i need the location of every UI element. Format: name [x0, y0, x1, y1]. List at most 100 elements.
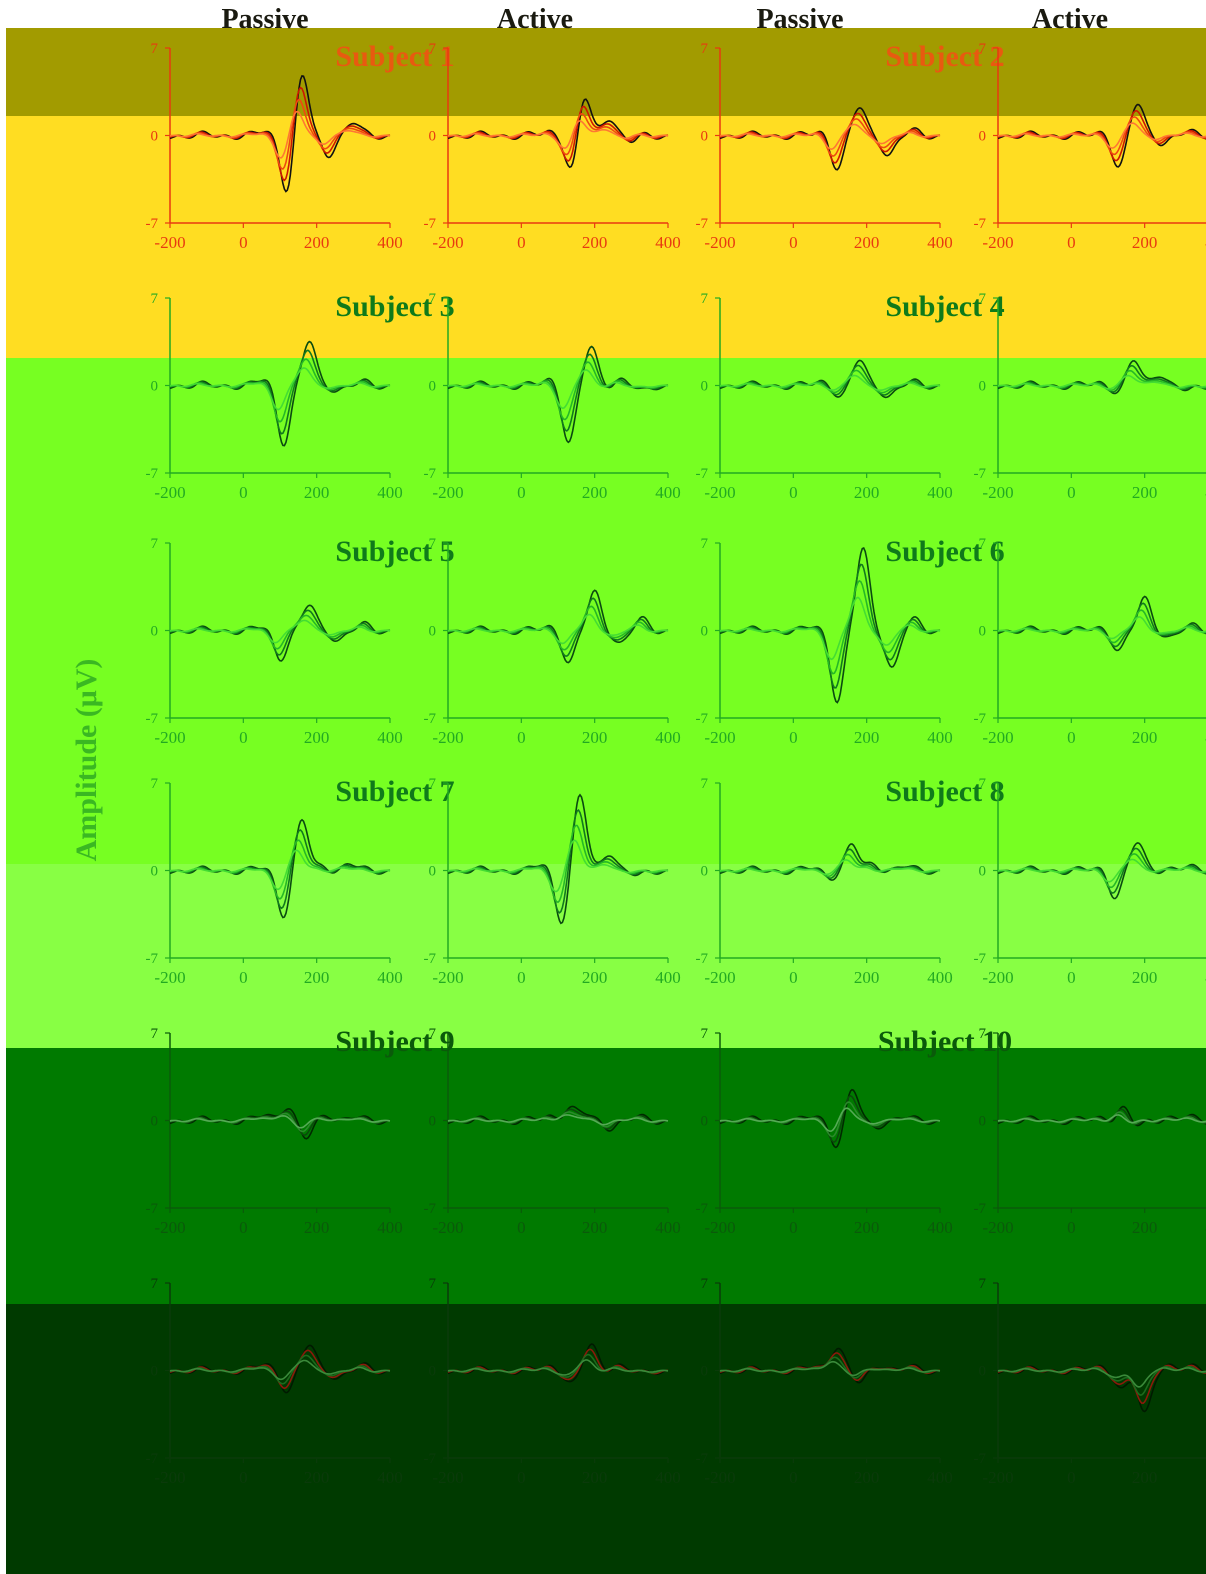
x-tick-label: 0 [517, 1468, 526, 1487]
x-tick-label: 0 [1067, 968, 1076, 987]
column-header-1: Passive [221, 4, 308, 35]
y-tick-label: -7 [696, 1451, 709, 1467]
x-tick-label: -200 [154, 483, 185, 502]
y-tick-label: 0 [151, 624, 159, 640]
subject-panel: -707-2000200400-707-2000200400 [146, 1276, 681, 1487]
y-tick-label: 7 [429, 776, 437, 792]
y-tick-label: 7 [151, 291, 159, 307]
x-tick-label: 400 [377, 1218, 403, 1237]
x-tick-label: -200 [982, 233, 1013, 252]
x-tick-label: 0 [239, 728, 248, 747]
y-tick-label: 0 [979, 864, 987, 880]
x-tick-label: -200 [432, 968, 463, 987]
x-tick-label: 400 [927, 483, 953, 502]
x-tick-label: 200 [854, 483, 880, 502]
y-tick-label: 7 [979, 776, 987, 792]
x-tick-label: 0 [789, 968, 798, 987]
y-tick-label: -7 [696, 1201, 709, 1217]
subject-panel: Subject 3-707-200 0 200 400-707-200 0 200 400 [146, 290, 681, 502]
x-tick-label: 0 [239, 1468, 248, 1487]
y-tick-label: 0 [979, 624, 987, 640]
x-tick-label: 200 [1132, 233, 1158, 252]
x-tick-label: -200 [432, 233, 463, 252]
erp-trace [448, 362, 668, 419]
y-tick-label: 0 [151, 379, 159, 395]
erp-trace [170, 1109, 390, 1139]
erp-trace [170, 620, 390, 642]
x-tick-label: 400 [655, 1468, 681, 1487]
plot-active: -707-2000200400 [974, 536, 1206, 747]
y-tick-label: 7 [701, 291, 709, 307]
x-tick-label: -200 [154, 1218, 185, 1237]
x-tick-label: -200 [704, 1218, 735, 1237]
x-tick-label: -200 [154, 233, 185, 252]
subject-panel: Subject 7 -7 0 7 -200 0 200 400 -7 0 7 -200 0 200 400 [146, 775, 681, 987]
x-tick-label: 400 [377, 968, 403, 987]
erp-trace [448, 606, 668, 649]
x-tick-label: -200 [704, 483, 735, 502]
x-tick-label: -200 [432, 483, 463, 502]
x-tick-label: 400 [377, 233, 403, 252]
y-tick-label: -7 [696, 216, 709, 232]
x-tick-label: 200 [582, 968, 608, 987]
subject-title: Subject 10 [878, 1025, 1012, 1058]
erp-trace [720, 125, 940, 150]
y-tick-label: -7 [424, 216, 437, 232]
y-tick-label: -7 [696, 711, 709, 727]
x-tick-label: 0 [517, 483, 526, 502]
y-tick-label: -7 [974, 1451, 987, 1467]
y-tick-label: 0 [429, 379, 437, 395]
erp-trace [998, 1368, 1206, 1387]
x-tick-label: -200 [432, 728, 463, 747]
y-tick-label: -7 [424, 1451, 437, 1467]
x-tick-label: 0 [789, 1218, 798, 1237]
y-tick-label: 0 [429, 129, 437, 145]
y-tick-label: 7 [151, 1276, 159, 1292]
subject-title: Subject 9 [335, 1025, 454, 1058]
x-tick-label: 200 [582, 1468, 608, 1487]
x-tick-label: -200 [154, 728, 185, 747]
y-tick-label: 0 [701, 1114, 709, 1130]
x-tick-label: -200 [704, 233, 735, 252]
erp-trace [170, 112, 390, 158]
x-tick-label: 200 [582, 728, 608, 747]
x-tick-label: 400 [927, 1468, 953, 1487]
y-tick-label: 7 [151, 776, 159, 792]
plot-active: -707-2000200400 [424, 41, 681, 252]
y-tick-label: 7 [701, 1276, 709, 1292]
x-tick-label: 200 [1132, 968, 1158, 987]
erp-trace [170, 1361, 390, 1380]
y-tick-label: 7 [429, 1276, 437, 1292]
x-tick-label: 0 [1067, 483, 1076, 502]
x-tick-label: 400 [377, 1468, 403, 1487]
x-tick-label: -200 [432, 1468, 463, 1487]
y-tick-label: 7 [701, 776, 709, 792]
x-tick-label: 0 [239, 968, 248, 987]
y-tick-label: -7 [974, 711, 987, 727]
erp-trace [998, 1107, 1206, 1126]
y-tick-label: 7 [979, 1276, 987, 1292]
erp-trace [720, 113, 940, 162]
erp-trace [170, 615, 390, 648]
y-tick-label: 0 [429, 624, 437, 640]
y-tick-label: 0 [701, 379, 709, 395]
x-tick-label: 200 [854, 233, 880, 252]
subject-panel: Subject 5 -7 0 7 -200 0 200 400 -7 0 7 -200 0 200 400 [146, 535, 681, 747]
x-tick-label: 400 [377, 483, 403, 502]
x-tick-label: 200 [854, 728, 880, 747]
erp-trace [170, 605, 390, 661]
erp-trace [720, 1353, 940, 1380]
x-tick-label: -200 [704, 968, 735, 987]
y-tick-label: 0 [979, 1364, 987, 1380]
y-tick-label: -7 [974, 1201, 987, 1217]
x-tick-label: 200 [1132, 1218, 1158, 1237]
erp-trace [170, 850, 390, 889]
y-tick-label: 7 [979, 291, 987, 307]
x-tick-label: 0 [239, 483, 248, 502]
y-tick-label: 0 [701, 1364, 709, 1380]
y-tick-label: -7 [424, 951, 437, 967]
